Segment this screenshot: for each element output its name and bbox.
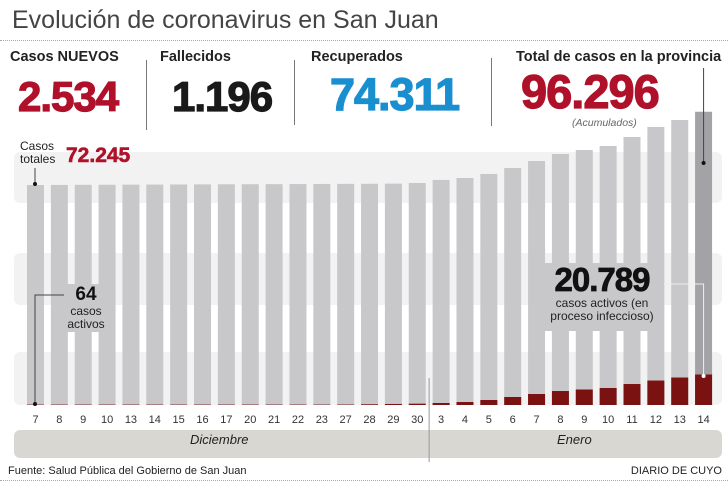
x-tick-label: 17 bbox=[220, 414, 232, 426]
active-bar bbox=[695, 374, 713, 405]
active-bar bbox=[480, 400, 498, 405]
x-tick-label: 30 bbox=[411, 414, 423, 426]
first-total-value: 72.245 bbox=[66, 144, 131, 167]
new-cases-value: 2.534 bbox=[17, 73, 119, 120]
month-band bbox=[14, 430, 722, 458]
total-bar bbox=[337, 183, 355, 405]
recovered-label: Recuperados bbox=[311, 49, 403, 65]
total-bar bbox=[313, 183, 331, 405]
active-bar bbox=[575, 389, 593, 405]
x-tick-label: 21 bbox=[268, 414, 280, 426]
total-bar bbox=[504, 167, 522, 405]
active-bar bbox=[599, 388, 617, 405]
footer-divider bbox=[0, 480, 728, 481]
x-tick-label: 13 bbox=[125, 414, 137, 426]
active-bar bbox=[384, 403, 402, 405]
x-tick-label: 28 bbox=[363, 414, 375, 426]
total-bar bbox=[408, 183, 426, 405]
annotation-dot bbox=[33, 402, 37, 406]
x-tick-label: 8 bbox=[56, 414, 62, 426]
x-tick-label: 7 bbox=[32, 414, 38, 426]
divider bbox=[146, 60, 147, 130]
x-tick-label: 20 bbox=[244, 414, 256, 426]
total-note: (Acumulados) bbox=[572, 117, 637, 129]
total-bar bbox=[671, 119, 689, 405]
divider bbox=[491, 58, 492, 126]
total-value: 96.296 bbox=[520, 65, 660, 118]
source-note: Fuente: Salud Pública del Gobierno de Sa… bbox=[8, 465, 247, 477]
total-bar bbox=[695, 111, 713, 405]
page-title: Evolución de coronavirus en San Juan bbox=[12, 6, 439, 34]
recovered-value: 74.311 bbox=[329, 69, 460, 120]
total-bar bbox=[170, 184, 188, 405]
total-bar bbox=[480, 173, 498, 405]
x-tick-label: 27 bbox=[340, 414, 352, 426]
deaths-label: Fallecidos bbox=[160, 49, 231, 65]
active-bar bbox=[361, 404, 379, 405]
x-tick-label: 7 bbox=[533, 414, 539, 426]
annotation-dot bbox=[701, 374, 706, 378]
total-bar bbox=[384, 183, 402, 405]
x-tick-label: 5 bbox=[486, 414, 492, 426]
active-bar bbox=[551, 391, 569, 405]
x-tick-label: 22 bbox=[292, 414, 304, 426]
month-label-january: Enero bbox=[557, 432, 592, 447]
total-bar bbox=[456, 177, 474, 405]
x-tick-label: 10 bbox=[101, 414, 113, 426]
annotation-line bbox=[34, 294, 66, 404]
total-bar bbox=[289, 184, 307, 405]
x-tick-label: 14 bbox=[149, 414, 161, 426]
active-bar bbox=[528, 394, 546, 405]
first-active-callout: 64 casos activos bbox=[64, 284, 108, 332]
month-label-december: Diciembre bbox=[190, 432, 249, 447]
x-tick-label: 16 bbox=[196, 414, 208, 426]
total-bar bbox=[265, 184, 283, 405]
active-bar bbox=[504, 397, 522, 405]
x-tick-label: 12 bbox=[650, 414, 662, 426]
new-cases-label: Casos NUEVOS bbox=[10, 49, 119, 65]
annotation-line bbox=[664, 283, 705, 376]
brand-credit: DIARIO DE CUYO bbox=[630, 465, 722, 477]
x-tick-label: 10 bbox=[602, 414, 614, 426]
last-active-callout: 20.789 casos activos (en proceso infecci… bbox=[540, 261, 664, 331]
total-bar bbox=[528, 160, 546, 405]
x-tick-label: 29 bbox=[387, 414, 399, 426]
x-tick-label: 23 bbox=[316, 414, 328, 426]
total-bar bbox=[241, 184, 259, 405]
total-label: Total de casos en la provincia bbox=[516, 49, 722, 65]
x-tick-label: 13 bbox=[674, 414, 686, 426]
active-bar bbox=[408, 403, 426, 405]
total-bar bbox=[146, 184, 164, 405]
total-bar bbox=[432, 179, 450, 405]
total-bar bbox=[217, 184, 235, 405]
last-active-label: casos activos (en proceso infeccioso) bbox=[550, 296, 654, 323]
annotation-dot bbox=[701, 161, 706, 165]
total-bar bbox=[122, 184, 140, 405]
active-bar bbox=[456, 402, 474, 405]
active-bar bbox=[647, 380, 665, 405]
active-bar bbox=[432, 403, 450, 405]
x-tick-label: 9 bbox=[581, 414, 587, 426]
x-tick-label: 8 bbox=[557, 414, 563, 426]
divider bbox=[294, 60, 295, 125]
first-total-label: Casos totales bbox=[20, 139, 56, 166]
x-tick-label: 6 bbox=[510, 414, 516, 426]
total-bar bbox=[194, 184, 212, 405]
x-tick-label: 14 bbox=[697, 414, 709, 426]
x-tick-label: 9 bbox=[80, 414, 86, 426]
first-active-label: casos activos bbox=[67, 304, 105, 331]
first-active-value: 64 bbox=[75, 284, 97, 305]
annotation-dot bbox=[33, 182, 37, 186]
title-divider bbox=[0, 40, 728, 41]
deaths-value: 1.196 bbox=[171, 73, 273, 120]
x-tick-label: 4 bbox=[462, 414, 468, 426]
total-bar bbox=[361, 183, 379, 405]
x-tick-label: 11 bbox=[626, 414, 637, 426]
active-bar bbox=[623, 384, 641, 405]
x-tick-label: 15 bbox=[173, 414, 185, 426]
active-bar bbox=[671, 377, 689, 405]
x-tick-label: 3 bbox=[438, 414, 444, 426]
last-active-value: 20.789 bbox=[554, 261, 651, 298]
